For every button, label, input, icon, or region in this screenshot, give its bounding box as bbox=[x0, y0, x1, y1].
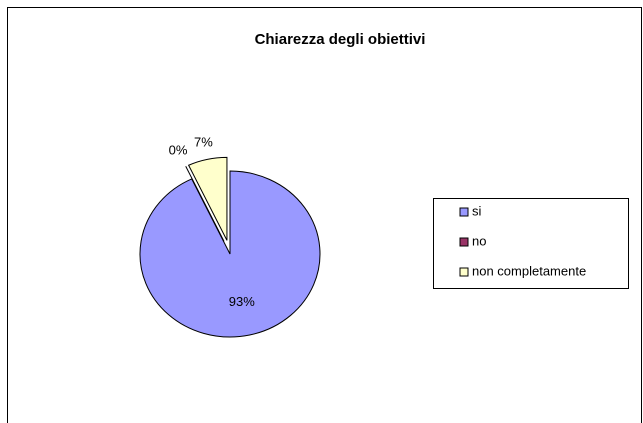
pie-slice bbox=[139, 170, 321, 338]
data-label: 93% bbox=[229, 294, 255, 309]
chart-title: Chiarezza degli obiettivi bbox=[255, 31, 426, 48]
legend-label: non completamente bbox=[472, 263, 586, 278]
legend-label: no bbox=[472, 233, 486, 248]
data-label: 0% bbox=[169, 143, 188, 158]
pie-slice bbox=[185, 166, 225, 242]
legend-swatch bbox=[459, 207, 469, 217]
legend-swatch bbox=[459, 267, 469, 277]
data-label: 7% bbox=[194, 135, 213, 150]
legend-label: si bbox=[472, 203, 482, 218]
pie-slice bbox=[187, 156, 228, 241]
legend-swatch bbox=[459, 237, 469, 247]
